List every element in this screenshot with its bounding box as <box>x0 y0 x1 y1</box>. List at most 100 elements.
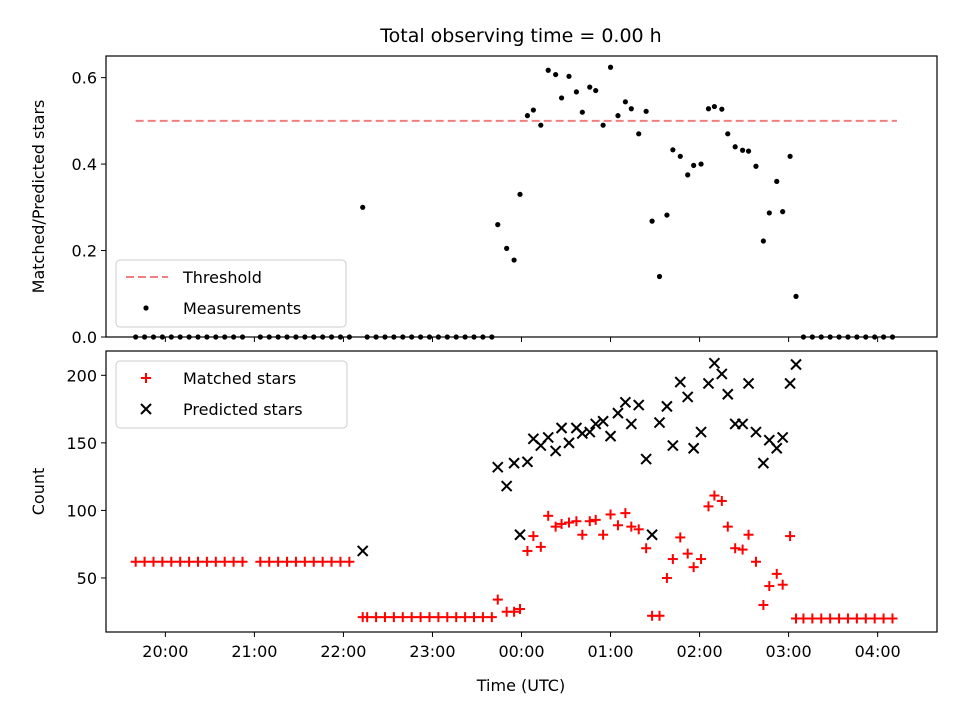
legend-matched-swatch <box>141 373 151 383</box>
matched-star-marker <box>737 544 748 555</box>
predicted-star-marker <box>514 529 526 541</box>
legend-label: Predicted stars <box>183 400 303 419</box>
measurement-point <box>364 334 370 340</box>
predicted-star-marker <box>619 396 632 409</box>
matched-star-marker <box>654 610 665 621</box>
measurement-point <box>691 162 697 168</box>
measurement-point <box>360 204 366 210</box>
predicted-star-marker <box>674 376 686 388</box>
measurement-point <box>566 73 572 79</box>
measurement-point <box>818 334 824 340</box>
matched-star-marker <box>290 556 301 567</box>
predicted-star-marker <box>357 545 369 557</box>
predicted-star-marker <box>612 407 624 419</box>
matched-star-marker <box>477 612 488 623</box>
data-marks <box>130 357 898 624</box>
matched-star-marker <box>139 556 150 567</box>
measurement-point <box>159 334 165 340</box>
measurement-point <box>517 191 523 197</box>
matched-star-marker <box>237 556 248 567</box>
predicted-star-marker <box>653 416 666 429</box>
measurement-point <box>266 334 272 340</box>
predicted-star-marker <box>500 480 513 492</box>
matched-star-marker <box>335 556 346 567</box>
predicted-star-marker <box>736 418 749 430</box>
measurement-point <box>480 334 486 340</box>
legend-predicted-swatch <box>140 403 152 415</box>
measurement-point <box>186 334 192 340</box>
measurement-point <box>587 84 593 90</box>
matched-star-marker <box>807 613 818 624</box>
matched-star-marker <box>878 613 889 624</box>
measurement-point <box>373 334 379 340</box>
measurement-point <box>257 334 263 340</box>
measurement-point <box>745 148 752 154</box>
matched-star-marker <box>842 613 853 624</box>
measurement-point <box>177 334 183 340</box>
measurement-point <box>346 334 352 340</box>
measurement-point <box>530 107 536 113</box>
matched-star-marker <box>598 529 609 540</box>
predicted-star-marker <box>508 457 520 469</box>
measurement-point <box>400 334 406 340</box>
measurement-point <box>615 113 621 119</box>
measurement-point <box>698 161 704 167</box>
matched-star-marker <box>406 612 417 623</box>
matched-star-marker <box>130 556 141 567</box>
predicted-star-marker <box>716 368 728 380</box>
matched-star-marker <box>535 541 546 552</box>
matched-star-marker <box>563 517 574 528</box>
matched-star-marker <box>764 581 775 592</box>
measurement-point <box>545 67 551 73</box>
measurement-point <box>426 334 433 340</box>
measurement-point <box>836 334 842 340</box>
matched-star-marker <box>148 556 159 567</box>
measurement-point <box>391 334 397 340</box>
measurement-point <box>719 106 725 112</box>
y-axis-label: Matched/Predicted stars <box>29 100 48 294</box>
matched-star-marker <box>193 556 204 567</box>
predicted-star-marker <box>681 391 694 403</box>
measurement-point <box>766 210 772 216</box>
measurement-point <box>302 334 308 340</box>
top-panel: 0.0 0.2 0.4 0.6 Matched/Predicted stars Thres… <box>29 55 938 347</box>
measurement-point <box>538 122 544 128</box>
bottom-panel: 50 100 150 200 20:00 21:00 22:00 23:00 00:00 01:0… <box>29 350 938 661</box>
matched-star-marker <box>556 518 567 529</box>
matched-star-marker <box>228 556 239 567</box>
measurement-point <box>845 334 851 340</box>
matched-star-marker <box>771 568 782 579</box>
y-tick-label: 0.2 <box>72 242 97 261</box>
predicted-star-marker <box>750 426 762 438</box>
data-marks <box>133 64 896 340</box>
x-tick-label: 02:00 <box>677 642 723 661</box>
measurement-point <box>195 334 201 340</box>
matched-star-marker <box>590 514 601 525</box>
matched-star-marker <box>633 524 644 535</box>
matched-star-marker <box>255 556 266 567</box>
matched-star-marker <box>798 613 809 624</box>
measurement-point <box>607 64 614 70</box>
predicted-star-marker <box>771 442 783 454</box>
measurement-point <box>854 334 860 340</box>
measurement-point <box>311 334 317 340</box>
predicted-star-marker <box>549 445 562 457</box>
matched-star-marker <box>282 556 293 567</box>
measurement-point <box>231 334 237 340</box>
matched-star-marker <box>703 501 714 512</box>
matched-star-marker <box>299 556 310 567</box>
matched-star-marker <box>460 612 471 623</box>
matched-star-marker <box>157 556 168 567</box>
measurement-point <box>628 106 634 112</box>
matched-star-marker <box>424 612 435 623</box>
matched-star-marker <box>175 556 186 567</box>
matched-star-marker <box>184 556 195 567</box>
measurement-point <box>382 334 388 340</box>
x-tick-label: 04:00 <box>855 642 901 661</box>
measurement-point <box>740 147 746 153</box>
x-tick-label: 21:00 <box>231 642 277 661</box>
predicted-star-marker <box>563 437 575 449</box>
matched-star-marker <box>388 612 399 623</box>
measurement-point <box>320 334 326 340</box>
matched-star-marker <box>219 556 230 567</box>
